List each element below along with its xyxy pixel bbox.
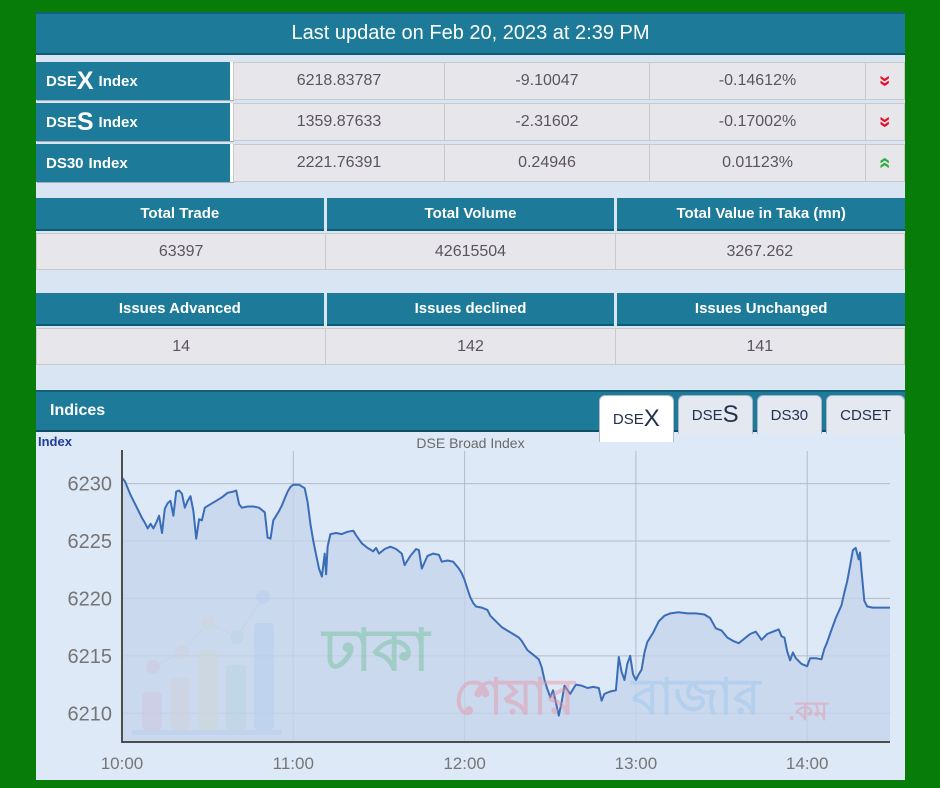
chart-axis-label: Index [38,434,72,449]
indices-panel-header: Indices DSE X DSE S DS30 CDSET [36,390,905,442]
column-header: Issues Advanced [36,293,324,326]
svg-text:6230: 6230 [68,474,113,496]
tab-label-big: X [643,405,660,432]
index-name-suffix: Index [98,72,138,90]
index-table: DSE X Index 6218.83787 -9.10047 -0.14612% … [36,62,905,185]
issues-header-row: Issues Advanced Issues declined Issues U… [36,293,906,326]
chart-panel: Index DSE Broad Index 6210 6215 6220 6225 62… [36,432,905,780]
totals-header-row: Total Trade Total Volume Total Value in … [36,198,906,231]
index-value: 1359.87633 [234,104,445,140]
index-name-dsex: DSE X Index [36,62,233,100]
index-name-prefix: DS30 [46,154,84,172]
svg-text:12:00: 12:00 [443,754,486,773]
svg-text:6210: 6210 [68,703,113,725]
svg-text:6220: 6220 [68,588,113,610]
index-change: -2.31602 [445,104,650,140]
total-trade-value: 63397 [37,234,327,269]
tab-label: DSE [691,406,723,424]
totals-table: Total Trade Total Volume Total Value in … [36,198,906,270]
column-header: Total Value in Taka (mn) [617,198,906,231]
tab-dses[interactable]: DSE S [677,395,753,434]
issues-advanced-value: 14 [37,329,327,364]
table-row-dses: DSE S Index 1359.87633 -2.31602 -0.17002% … [36,103,905,141]
index-change: 0.24946 [445,145,650,181]
tab-label: CDSET [840,406,891,424]
index-change-pct: -0.17002% [650,104,866,140]
total-value-taka: 3267.262 [726,242,794,260]
totals-value-row: 63397 42615504 3267.262 [36,233,905,270]
double-chevron-icon: » [874,116,897,128]
index-value: 6218.83787 [234,63,445,99]
index-values: 6218.83787 -9.10047 -0.14612% » [233,62,905,100]
svg-text:6225: 6225 [68,531,113,553]
index-name-prefix: DSE [46,72,77,90]
column-header: Total Volume [326,198,615,231]
double-chevron-icon: » [874,75,897,87]
issues-table: Issues Advanced Issues declined Issues U… [36,293,906,365]
chart-title: DSE Broad Index [416,435,525,451]
index-value: 2221.76391 [234,145,445,181]
svg-text:শেয়ার: শেয়ার [453,669,576,725]
svg-text:ঢাকা: ঢাকা [320,618,431,683]
index-name-big-letter: S [76,108,94,136]
tab-label: DSE [612,410,644,428]
index-values: 2221.76391 0.24946 0.01123% « [233,144,905,182]
column-header: Total Trade [36,198,324,231]
index-name-dses: DSE S Index [36,103,233,141]
svg-text:11:00: 11:00 [273,754,314,773]
issues-unchanged-value: 141 [746,337,774,355]
tab-cdset[interactable]: CDSET [826,395,905,434]
table-row-dsex: DSE X Index 6218.83787 -9.10047 -0.14612% … [36,62,905,100]
trend-arrow-icon: » [866,63,904,99]
issues-declined-value: 142 [326,329,616,364]
svg-text:13:00: 13:00 [615,754,658,773]
column-header: Issues Unchanged [617,293,906,326]
index-name-prefix: DSE [46,113,77,131]
total-volume-value: 42615504 [326,234,616,269]
index-name-ds30: DS30 Index [36,144,233,182]
index-tabs: DSE X DSE S DS30 CDSET [598,395,905,442]
table-row-ds30: DS30 Index 2221.76391 0.24946 0.01123% « [36,144,905,182]
trend-arrow-icon: » [866,104,904,140]
header-bar: Last update on Feb 20, 2023 at 2:39 PM [36,12,905,55]
svg-text:10:00: 10:00 [101,754,144,773]
index-name-suffix: Index [98,113,138,131]
index-change-pct: -0.14612% [650,63,866,99]
index-name-suffix: Index [88,154,128,172]
svg-text:বাজার: বাজার [629,669,762,725]
tab-label-big: S [722,401,739,428]
dashboard: Last update on Feb 20, 2023 at 2:39 PM D… [36,12,906,780]
issues-value-row: 14 142 141 [36,328,905,365]
svg-text:14:00: 14:00 [786,754,829,773]
svg-text:6215: 6215 [68,646,113,668]
column-header: Issues declined [326,293,615,326]
index-area-chart: 6210 6215 6220 6225 6230 10:00 11:00 12:00 13:00… [68,450,890,773]
index-name-big-letter: X [76,67,94,95]
tab-ds30[interactable]: DS30 [756,395,823,434]
index-change: -9.10047 [445,63,650,99]
last-update-text: Last update on Feb 20, 2023 at 2:39 PM [291,22,650,44]
trend-arrow-icon: « [866,145,904,181]
double-chevron-icon: « [874,157,897,169]
svg-text:.কম: .কম [788,696,829,726]
index-change-pct: 0.01123% [650,145,866,181]
index-values: 1359.87633 -2.31602 -0.17002% » [233,103,905,141]
tab-label: DS30 [770,406,809,424]
tab-dsex[interactable]: DSE X [598,395,674,442]
indices-title: Indices [50,402,106,419]
